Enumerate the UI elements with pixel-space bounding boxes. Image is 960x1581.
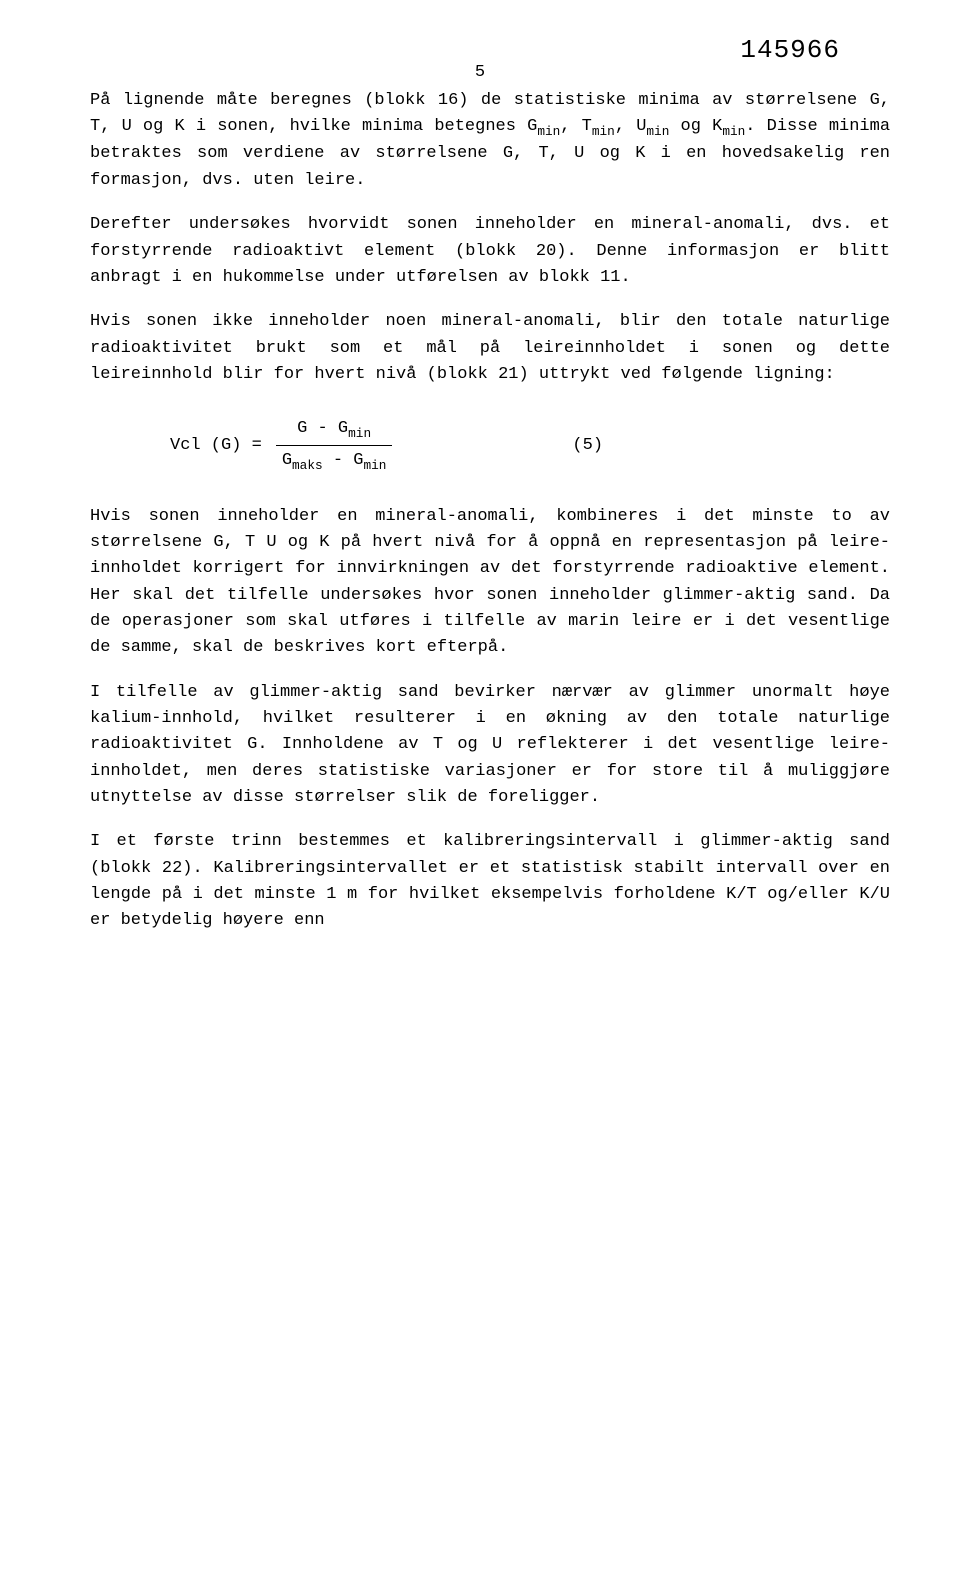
subscript: min: [722, 124, 745, 139]
subscript: min: [646, 124, 669, 139]
fraction-numerator: G - Gmin: [291, 416, 377, 445]
body-content: På lignende måte beregnes (blokk 16) de …: [90, 88, 890, 935]
text-run: G: [282, 451, 292, 470]
page: 145966 5 På lignende måte beregnes (blok…: [0, 0, 960, 1581]
doc-number: 145966: [740, 30, 840, 70]
paragraph-4: Hvis sonen inneholder en mineral-anomali…: [90, 504, 890, 662]
paragraph-2: Derefter undersøkes hvorvidt sonen inneh…: [90, 212, 890, 291]
text-run: , U: [615, 117, 647, 136]
page-number: 5: [475, 60, 485, 86]
text-run: og K: [669, 117, 722, 136]
fraction-denominator: Gmaks - Gmin: [276, 445, 393, 475]
subscript: min: [363, 458, 386, 473]
subscript: min: [592, 124, 615, 139]
equation-number: (5): [572, 433, 603, 459]
text-run: - G: [323, 451, 364, 470]
paragraph-5: I tilfelle av glimmer-aktig sand bevirke…: [90, 680, 890, 812]
text-run: G - G: [297, 419, 348, 438]
fraction: G - Gmin Gmaks - Gmin: [276, 416, 393, 475]
equation-5: Vcl (G) = G - Gmin Gmaks - Gmin (5): [170, 416, 890, 475]
paragraph-3: Hvis sonen ikke inneholder noen mineral-…: [90, 309, 890, 388]
text-run: , T: [560, 117, 592, 136]
subscript: min: [348, 426, 371, 441]
paragraph-6: I et første trinn bestemmes et kalibreri…: [90, 829, 890, 934]
subscript: min: [537, 124, 560, 139]
equation-lhs: Vcl (G) =: [170, 433, 262, 459]
paragraph-1: På lignende måte beregnes (blokk 16) de …: [90, 88, 890, 194]
subscript: maks: [292, 458, 323, 473]
